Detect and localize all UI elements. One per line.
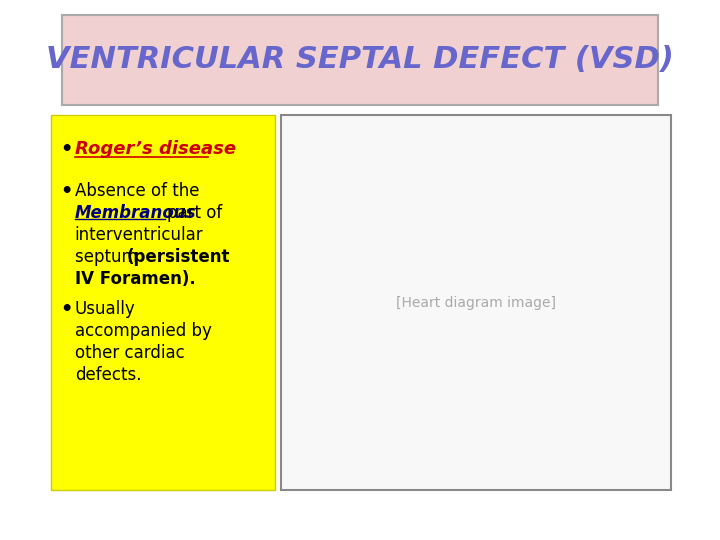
Text: VENTRICULAR SEPTAL DEFECT (VSD): VENTRICULAR SEPTAL DEFECT (VSD) [46,45,674,75]
FancyBboxPatch shape [62,15,658,105]
Text: •: • [60,300,73,319]
Text: other cardiac: other cardiac [75,344,184,362]
Text: (persistent: (persistent [127,248,230,266]
Text: Membranous: Membranous [75,204,196,222]
Text: interventricular: interventricular [75,226,203,244]
Text: •: • [60,140,73,159]
Text: Usually: Usually [75,300,135,318]
Text: defects.: defects. [75,366,141,384]
Text: Absence of the: Absence of the [75,182,199,200]
Text: [Heart diagram image]: [Heart diagram image] [395,296,556,310]
Text: IV Foramen).: IV Foramen). [75,270,195,288]
Text: Roger’s disease: Roger’s disease [75,140,235,158]
Text: septum: septum [75,248,143,266]
Text: •: • [60,182,73,201]
Text: part of: part of [167,204,222,222]
FancyBboxPatch shape [51,115,275,490]
FancyBboxPatch shape [281,115,670,490]
Text: accompanied by: accompanied by [75,322,212,340]
